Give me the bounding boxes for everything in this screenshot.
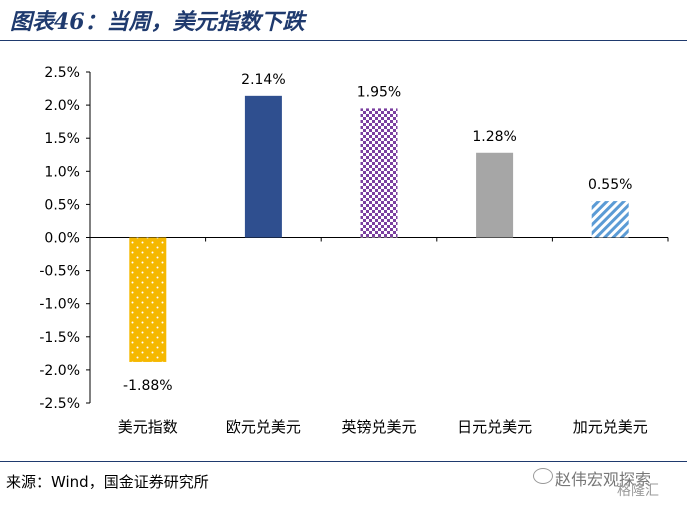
bar-3 [476,152,514,238]
y-tick-label: -2.0% [39,363,80,379]
wechat-icon [533,468,553,484]
data-label: -1.88% [123,378,173,394]
y-tick-label: 0.0% [44,231,80,247]
y-tick-label: 0.5% [44,197,80,213]
y-tick-label: -2.5% [39,396,80,412]
y-tick-label: 1.5% [44,131,80,147]
bar-1 [244,95,282,238]
x-tick-label: 加元兑美元 [573,418,648,436]
bar-2 [360,108,398,238]
y-tick-label: 1.0% [44,164,80,180]
data-label: 1.95% [357,84,401,100]
source-note: 来源：Wind，国金证券研究所 [6,473,209,491]
title-divider [0,40,687,41]
x-tick-label: 美元指数 [118,418,178,436]
data-label: 1.28% [472,129,516,145]
data-label: 0.55% [588,177,632,193]
x-tick-label: 欧元兑美元 [226,418,301,436]
watermark-sub: 格隆汇 [617,483,659,499]
x-tick-label: 英镑兑美元 [341,418,416,436]
bar-chart: 2.5% 2.0% 1.5% 1.0% 0.5% 0.0% -0.5% -1.0% -1.5% -… [39,65,669,436]
bar-0 [129,237,167,362]
footer-divider [0,461,687,462]
watermark-name: 赵伟宏观探索 [555,470,652,489]
data-label: 2.14% [241,72,285,88]
y-tick-label: 2.0% [44,98,80,114]
y-tick-label: -1.0% [39,297,80,313]
y-tick-label: -0.5% [39,264,80,280]
y-tick-label: 2.5% [44,65,80,81]
y-tick-label: -1.5% [39,330,80,346]
bar-4 [591,201,629,238]
x-tick-label: 日元兑美元 [457,418,532,436]
chart-title: 图表46：当周，美元指数下跌 [10,9,305,35]
